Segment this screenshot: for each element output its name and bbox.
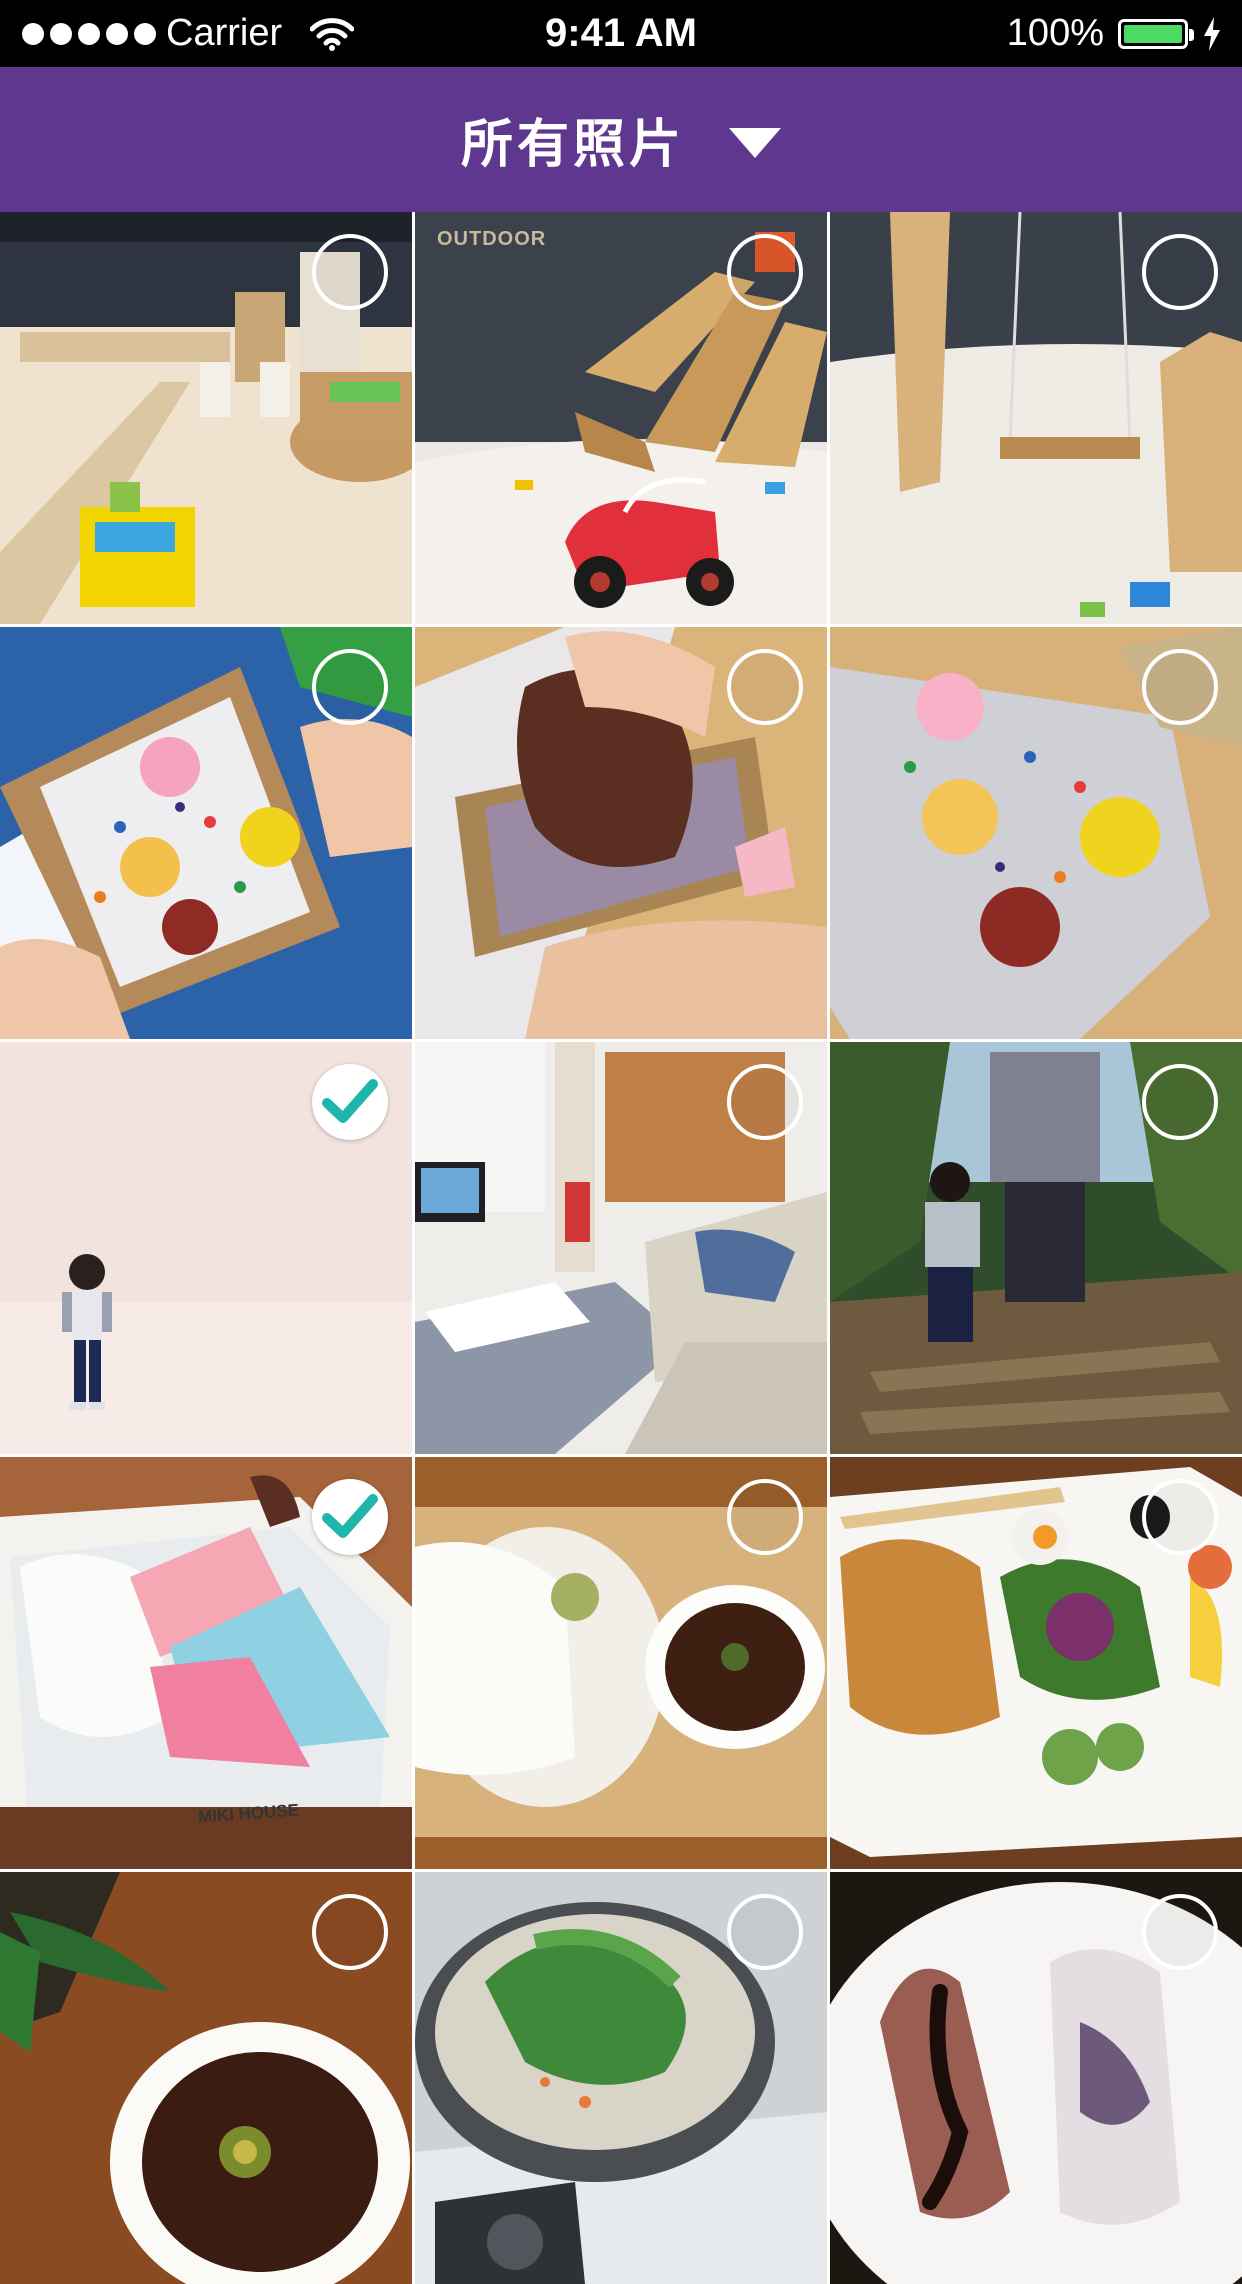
select-circle-icon[interactable] (727, 1064, 803, 1140)
photo-cell[interactable] (415, 627, 827, 1039)
photo-tea-set (415, 1457, 827, 1869)
photo-swing (830, 212, 1242, 624)
photo-cell[interactable] (415, 1457, 827, 1869)
select-checked-icon[interactable] (312, 1479, 388, 1555)
carrier-label: Carrier (166, 12, 283, 54)
photo-cell[interactable] (0, 627, 412, 1039)
album-selector[interactable]: 所有照片 (0, 67, 1242, 212)
photo-cell[interactable] (0, 212, 412, 624)
photo-text-outdoor: OUTDOOR (437, 228, 547, 250)
photo-handmade-paper (830, 627, 1242, 1039)
photo-cell[interactable] (830, 212, 1242, 624)
photo-breakfast-plate (830, 1457, 1242, 1869)
select-circle-icon[interactable] (1142, 649, 1218, 725)
charging-bolt-icon (1204, 16, 1220, 51)
signal-dots-icon (22, 22, 156, 45)
status-left: Carrier (22, 0, 355, 67)
status-time: 9:41 AM (545, 11, 697, 55)
select-checked-icon[interactable] (312, 1064, 388, 1140)
wifi-icon (310, 17, 355, 51)
select-circle-icon[interactable] (312, 1894, 388, 1970)
battery-percent: 100% (1006, 12, 1104, 54)
battery-icon (1118, 18, 1194, 49)
select-circle-icon[interactable] (312, 649, 388, 725)
select-circle-icon[interactable] (1142, 1064, 1218, 1140)
photo-gift-box (0, 1457, 412, 1869)
photo-cell[interactable]: OUTDOOR (415, 212, 827, 624)
photo-cell[interactable]: MIKI HOUSE (0, 1457, 412, 1869)
album-title: 所有照片 (460, 115, 685, 175)
photo-cell[interactable] (0, 1872, 412, 2284)
photo-frame-craft (0, 627, 412, 1039)
select-circle-icon[interactable] (1142, 1479, 1218, 1555)
select-circle-icon[interactable] (727, 234, 803, 310)
select-circle-icon[interactable] (1142, 1894, 1218, 1970)
caret-down-icon (729, 127, 781, 158)
photo-cell[interactable] (830, 1872, 1242, 2284)
photo-cell[interactable] (0, 1042, 412, 1454)
select-circle-icon[interactable] (727, 1479, 803, 1555)
status-bar: Carrier 9:41 AM 100% (0, 0, 1242, 67)
status-right: 100% (1007, 0, 1222, 67)
select-circle-icon[interactable] (312, 234, 388, 310)
photo-cell[interactable] (830, 627, 1242, 1039)
select-circle-icon[interactable] (727, 1894, 803, 1970)
photo-hiking (830, 1042, 1242, 1454)
photo-cell[interactable] (415, 1872, 827, 2284)
select-circle-icon[interactable] (727, 649, 803, 725)
photo-cell[interactable] (830, 1042, 1242, 1454)
photo-cell[interactable] (415, 1042, 827, 1454)
photo-cell[interactable] (830, 1457, 1242, 1869)
photo-living-room (415, 1042, 827, 1454)
select-circle-icon[interactable] (1142, 234, 1218, 310)
